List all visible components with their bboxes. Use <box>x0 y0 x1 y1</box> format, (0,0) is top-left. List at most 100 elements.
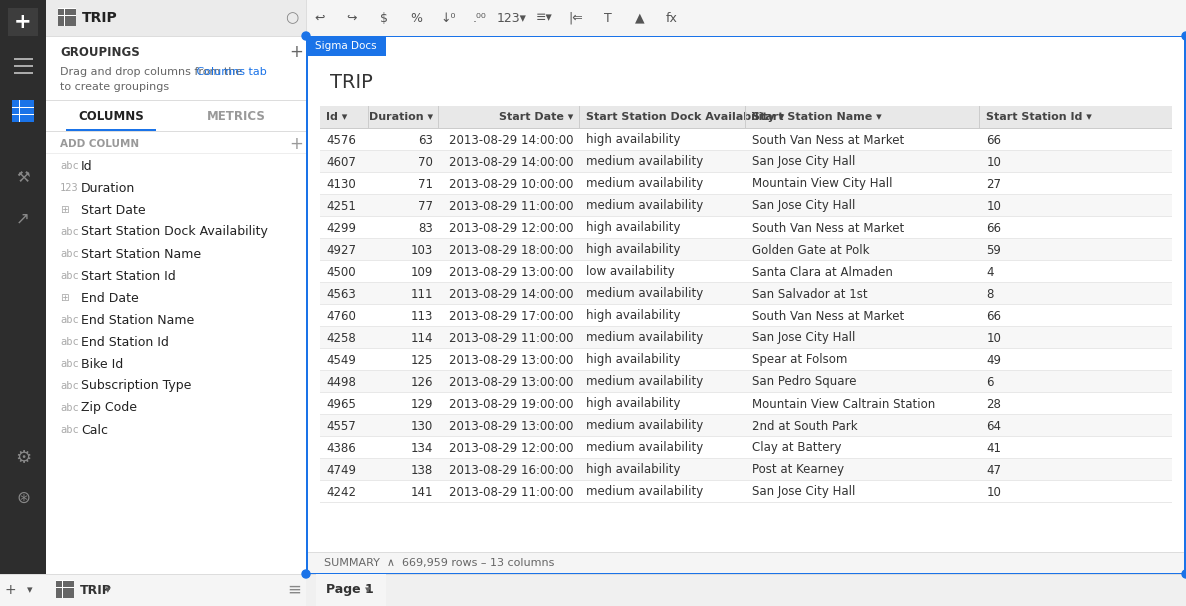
Text: abc: abc <box>60 227 78 237</box>
Bar <box>58 8 76 9</box>
Text: 4557: 4557 <box>326 419 356 433</box>
Text: 10: 10 <box>987 331 1001 344</box>
Bar <box>46 36 306 37</box>
Text: medium availability: medium availability <box>586 419 703 433</box>
Text: San Jose City Hall: San Jose City Hall <box>752 156 855 168</box>
Text: ⊞: ⊞ <box>60 293 69 303</box>
Text: Id ▾: Id ▾ <box>326 112 347 122</box>
Bar <box>306 36 385 56</box>
Text: Start Station Name: Start Station Name <box>81 247 202 261</box>
Text: +: + <box>5 583 15 597</box>
Text: T: T <box>604 12 612 24</box>
Text: Santa Clara at Almaden: Santa Clara at Almaden <box>752 265 893 279</box>
Text: South Van Ness at Market: South Van Ness at Market <box>752 222 904 235</box>
Text: 123▾: 123▾ <box>497 12 527 24</box>
Text: TRIP: TRIP <box>330 73 372 92</box>
Text: 4965: 4965 <box>326 398 356 410</box>
Bar <box>320 371 1172 393</box>
Bar <box>56 580 74 581</box>
Text: 2013-08-29 14:00:00: 2013-08-29 14:00:00 <box>449 156 574 168</box>
Text: 27: 27 <box>987 178 1001 190</box>
Text: high availability: high availability <box>586 222 681 235</box>
Text: 10: 10 <box>987 199 1001 213</box>
Text: San Jose City Hall: San Jose City Hall <box>752 485 855 499</box>
Text: 109: 109 <box>410 265 433 279</box>
Bar <box>320 150 1172 151</box>
Text: ⚒: ⚒ <box>17 170 30 185</box>
Text: 59: 59 <box>987 244 1001 256</box>
Text: abc: abc <box>60 337 78 347</box>
Text: 66: 66 <box>987 222 1001 235</box>
Bar <box>14 65 33 67</box>
Bar <box>320 128 1172 129</box>
Text: 66: 66 <box>987 310 1001 322</box>
Text: Mountain View City Hall: Mountain View City Hall <box>752 178 893 190</box>
Text: medium availability: medium availability <box>586 199 703 213</box>
Text: 83: 83 <box>419 222 433 235</box>
Text: End Station Id: End Station Id <box>81 336 168 348</box>
Text: End Date: End Date <box>81 291 139 304</box>
Circle shape <box>1182 32 1186 40</box>
Text: medium availability: medium availability <box>586 287 703 301</box>
Text: abc: abc <box>60 249 78 259</box>
Text: 2013-08-29 12:00:00: 2013-08-29 12:00:00 <box>449 222 574 235</box>
Text: high availability: high availability <box>586 133 681 147</box>
Bar <box>320 261 1172 283</box>
Text: +: + <box>14 12 32 32</box>
Text: METRICS: METRICS <box>206 110 266 122</box>
Text: 4749: 4749 <box>326 464 356 476</box>
Text: 2013-08-29 11:00:00: 2013-08-29 11:00:00 <box>449 331 574 344</box>
Bar <box>320 414 1172 415</box>
Text: 4760: 4760 <box>326 310 356 322</box>
Bar <box>8 8 38 36</box>
Text: 2013-08-29 10:00:00: 2013-08-29 10:00:00 <box>449 178 574 190</box>
Bar <box>66 129 157 131</box>
Text: 2013-08-29 18:00:00: 2013-08-29 18:00:00 <box>449 244 574 256</box>
Bar <box>320 326 1172 327</box>
Bar <box>46 574 306 606</box>
Text: ⊛: ⊛ <box>17 489 30 507</box>
Text: Clay at Battery: Clay at Battery <box>752 442 842 454</box>
Text: South Van Ness at Market: South Van Ness at Market <box>752 310 904 322</box>
Bar <box>320 173 1172 195</box>
Text: ADD COLUMN: ADD COLUMN <box>60 139 139 149</box>
Bar <box>320 392 1172 393</box>
Bar <box>320 349 1172 371</box>
Text: SUMMARY  ∧  669,959 rows – 13 columns: SUMMARY ∧ 669,959 rows – 13 columns <box>324 558 554 568</box>
Text: ≡▾: ≡▾ <box>536 12 553 24</box>
Bar <box>46 153 306 154</box>
Bar <box>0 574 46 575</box>
Bar <box>320 436 1172 437</box>
Text: 114: 114 <box>410 331 433 344</box>
Bar <box>320 239 1172 261</box>
Bar <box>308 552 1184 573</box>
Text: %: % <box>410 12 422 24</box>
Text: ↩: ↩ <box>314 12 325 24</box>
Text: 138: 138 <box>412 464 433 476</box>
Text: Post at Kearney: Post at Kearney <box>752 464 844 476</box>
Text: 47: 47 <box>987 464 1001 476</box>
Bar <box>320 260 1172 261</box>
Text: 2013-08-29 16:00:00: 2013-08-29 16:00:00 <box>449 464 574 476</box>
Bar <box>320 459 1172 481</box>
Circle shape <box>302 32 310 40</box>
Text: 8: 8 <box>987 287 994 301</box>
Bar <box>46 574 306 575</box>
Text: 4607: 4607 <box>326 156 356 168</box>
Bar <box>46 0 306 606</box>
Text: 10: 10 <box>987 156 1001 168</box>
Text: Mountain View Caltrain Station: Mountain View Caltrain Station <box>752 398 936 410</box>
Text: 70: 70 <box>419 156 433 168</box>
Text: 113: 113 <box>410 310 433 322</box>
Text: medium availability: medium availability <box>586 156 703 168</box>
Text: 4258: 4258 <box>326 331 356 344</box>
Bar <box>320 304 1172 305</box>
Text: Start Station Id ▾: Start Station Id ▾ <box>987 112 1092 122</box>
Text: ⚙: ⚙ <box>15 449 31 467</box>
Text: 2013-08-29 13:00:00: 2013-08-29 13:00:00 <box>449 353 574 367</box>
Circle shape <box>302 570 310 578</box>
Text: 28: 28 <box>987 398 1001 410</box>
Text: 2013-08-29 14:00:00: 2013-08-29 14:00:00 <box>449 133 574 147</box>
Text: Columns tab: Columns tab <box>60 67 267 77</box>
Bar <box>320 348 1172 349</box>
